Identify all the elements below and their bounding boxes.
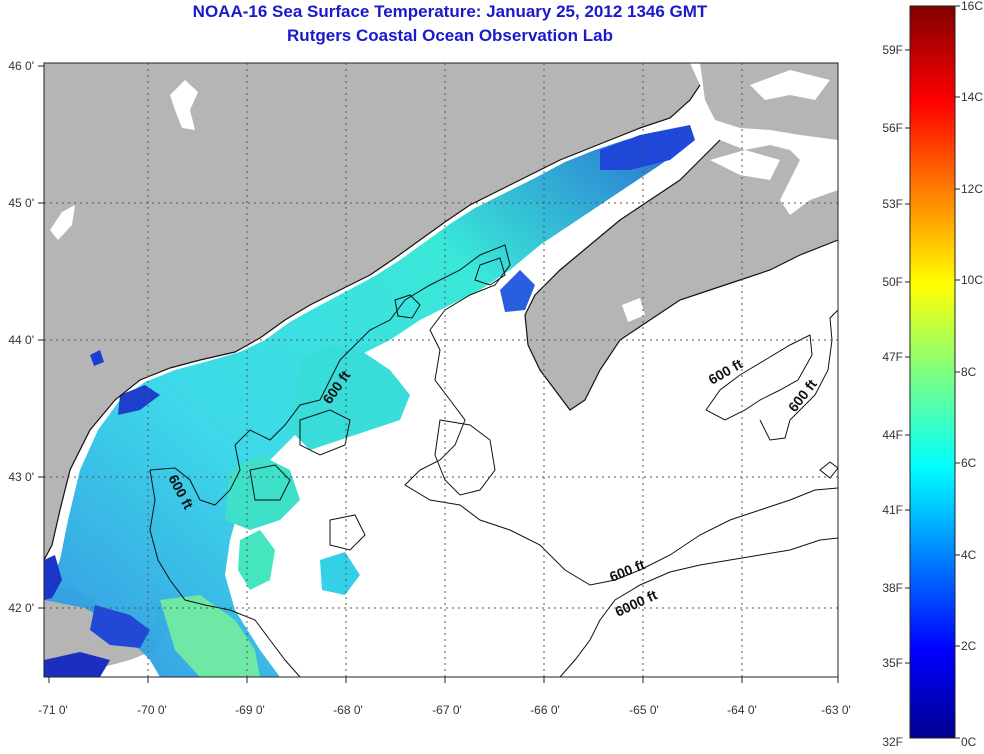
celsius-label: 14C — [961, 90, 983, 104]
lon-label: -68 0' — [333, 703, 363, 717]
lon-labels: -71 0' -70 0' -69 0' -68 0' -67 0' -66 0… — [38, 703, 851, 717]
colorbar — [909, 5, 956, 739]
lake — [50, 205, 75, 240]
fahrenheit-label: 32F — [882, 735, 903, 749]
sst-cold-edge — [600, 125, 695, 170]
lat-ticks — [38, 65, 44, 609]
lon-label: -63 0' — [821, 703, 851, 717]
sst-patch — [320, 552, 360, 595]
lat-label: 42 0' — [8, 601, 34, 615]
fahrenheit-label: 59F — [882, 43, 903, 57]
fahrenheit-label: 35F — [882, 656, 903, 670]
celsius-label: 8C — [961, 365, 977, 379]
fahrenheit-label: 50F — [882, 275, 903, 289]
sst-cold-edge — [44, 555, 62, 600]
colorbar-celsius-labels: 16C 14C 12C 10C 8C 6C 4C 2C 0C — [961, 0, 983, 749]
lon-ticks — [48, 677, 839, 683]
fahrenheit-label: 47F — [882, 350, 903, 364]
fahrenheit-label: 56F — [882, 121, 903, 135]
lake — [622, 298, 645, 322]
celsius-label: 2C — [961, 639, 977, 653]
sst-coastal-band — [44, 128, 690, 677]
coastline — [44, 84, 701, 561]
celsius-label: 12C — [961, 182, 983, 196]
lat-label: 46 0' — [8, 59, 34, 73]
map-border — [43, 62, 839, 678]
fahrenheit-label: 41F — [882, 503, 903, 517]
sst-cold-edge — [118, 385, 160, 415]
lon-label: -65 0' — [629, 703, 659, 717]
celsius-label: 16C — [961, 0, 983, 13]
lon-label: -70 0' — [137, 703, 167, 717]
lat-label: 43 0' — [8, 470, 34, 484]
sst-patch — [225, 455, 300, 530]
lat-label: 44 0' — [8, 333, 34, 347]
celsius-label: 6C — [961, 456, 977, 470]
sst-patch — [160, 595, 260, 677]
celsius-label: 0C — [961, 735, 977, 749]
coastline-ns — [524, 139, 838, 411]
sst-cold-edge — [90, 605, 150, 648]
land-nova-scotia — [525, 140, 838, 410]
sst-cold-edge — [44, 652, 110, 677]
colorbar-fahrenheit-labels: 59F 56F 53F 50F 47F 44F 41F 38F 35F 32F — [882, 43, 903, 749]
land-new-england — [44, 63, 700, 560]
graticule — [44, 63, 838, 677]
celsius-label: 4C — [961, 548, 977, 562]
lat-labels: 46 0' 45 0' 44 0' 43 0' 42 0' — [8, 59, 34, 615]
sst-cold-edge — [500, 270, 535, 312]
lon-label: -71 0' — [38, 703, 68, 717]
lon-label: -67 0' — [432, 703, 462, 717]
map-subtitle: Rutgers Coastal Ocean Observation Lab — [287, 26, 613, 45]
fahrenheit-label: 38F — [882, 581, 903, 595]
sst-cold-edge — [90, 350, 104, 366]
lake — [170, 80, 198, 130]
lake — [710, 150, 780, 180]
lon-label: -66 0' — [530, 703, 560, 717]
lon-label: -69 0' — [235, 703, 265, 717]
fahrenheit-label: 53F — [882, 197, 903, 211]
colorbar-ticks — [905, 5, 960, 739]
fahrenheit-label: 44F — [882, 428, 903, 442]
lon-label: -64 0' — [727, 703, 757, 717]
celsius-label: 10C — [961, 273, 983, 287]
map-title: NOAA-16 Sea Surface Temperature: January… — [192, 2, 708, 21]
lat-label: 45 0' — [8, 196, 34, 210]
sst-patch — [290, 345, 410, 450]
lake — [750, 70, 830, 100]
bathymetry-contours — [149, 244, 838, 677]
